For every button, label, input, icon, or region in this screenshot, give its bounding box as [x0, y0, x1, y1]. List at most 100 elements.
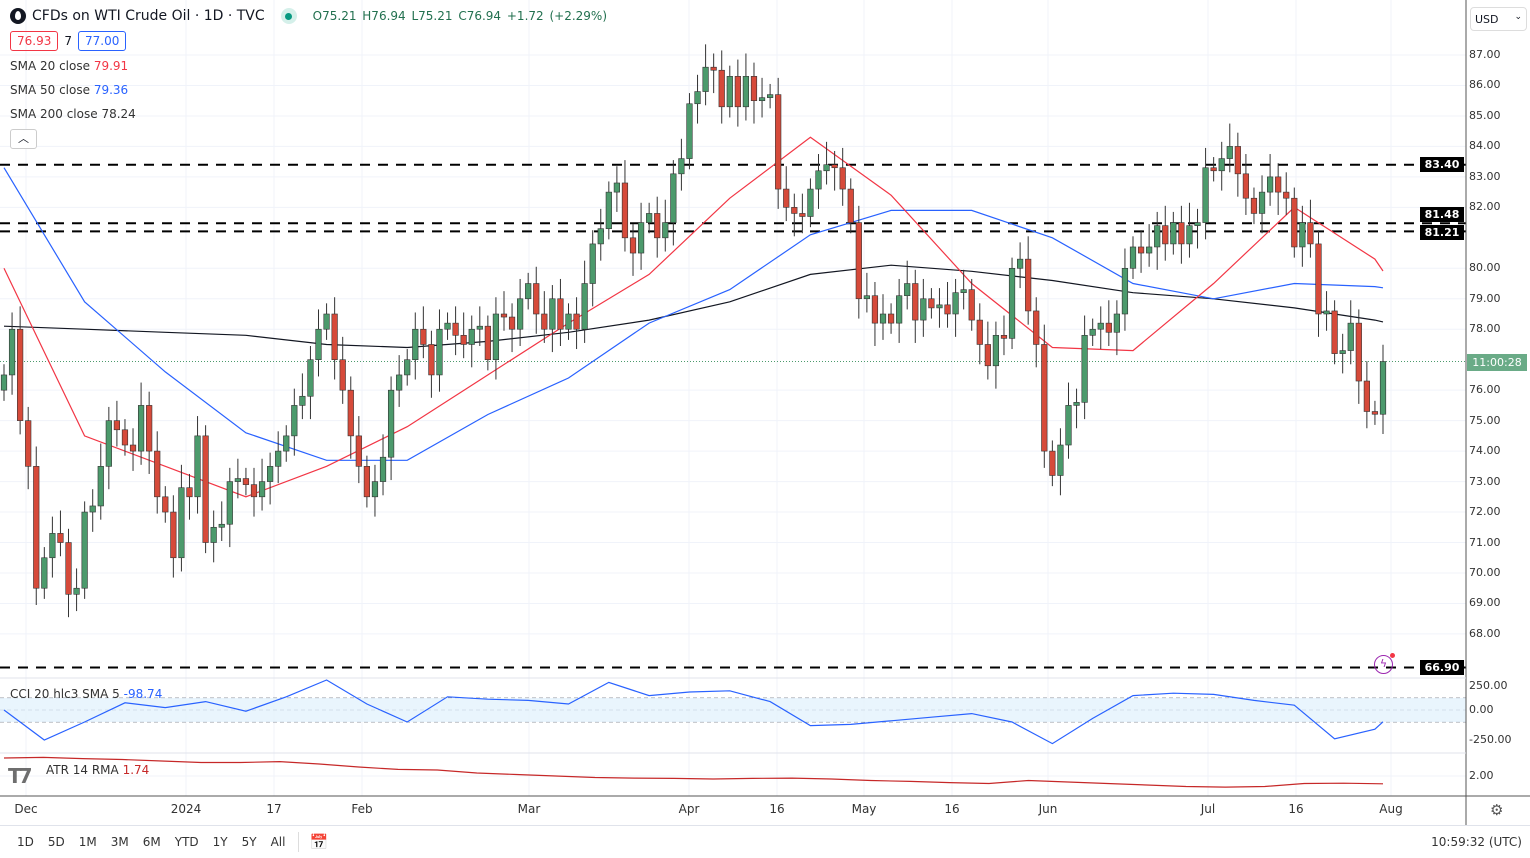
- candle: [565, 303, 572, 340]
- candle-body: [33, 466, 40, 589]
- candle: [887, 303, 895, 334]
- candle: [387, 376, 395, 481]
- tradingview-logo[interactable]: T7: [8, 764, 33, 788]
- candle-body: [452, 322, 459, 336]
- candle-body: [420, 328, 427, 345]
- candle-body: [1242, 173, 1250, 199]
- candle: [823, 141, 830, 185]
- candle-body: [525, 283, 532, 300]
- candle-body: [81, 511, 88, 589]
- candle: [1210, 157, 1217, 182]
- candle-body: [202, 435, 209, 543]
- candle-body: [694, 91, 701, 105]
- candle-body: [799, 213, 806, 217]
- candle: [113, 400, 121, 447]
- candle: [904, 260, 911, 310]
- symbol-title[interactable]: CFDs on WTI Crude Oil · 1D · TVC: [32, 8, 265, 24]
- candle: [379, 434, 387, 496]
- candle: [670, 160, 677, 246]
- candle-body: [678, 158, 685, 175]
- candle: [444, 312, 451, 340]
- cci-legend[interactable]: CCI 20 hlc3 SMA 5 -98.74: [10, 687, 162, 701]
- range-button-all[interactable]: All: [270, 835, 286, 849]
- collapse-legend-button[interactable]: ︿: [10, 129, 37, 149]
- candle: [129, 428, 137, 471]
- range-button-1d[interactable]: 1D: [17, 835, 34, 849]
- candle: [202, 425, 209, 554]
- candle: [436, 309, 443, 392]
- candle-body: [267, 466, 274, 482]
- range-button-ytd[interactable]: YTD: [174, 835, 199, 849]
- candle-body: [1210, 167, 1217, 172]
- range-button-6m[interactable]: 6M: [142, 835, 161, 849]
- time-axis-label: Feb: [351, 802, 373, 816]
- price-chart[interactable]: [0, 0, 1530, 825]
- range-button-3m[interactable]: 3M: [110, 835, 129, 849]
- candle: [339, 336, 346, 404]
- indicator-label: SMA 50 close: [10, 83, 90, 97]
- bottom-toolbar: 1D 5D 1M 3M 6M YTD 1Y 5Y All 📅 10:59:32 (UTC): [0, 825, 1530, 858]
- candle: [49, 516, 56, 578]
- candle: [637, 202, 645, 270]
- candle: [97, 443, 104, 520]
- candle: [662, 199, 669, 252]
- atr-legend[interactable]: ATR 14 RMA 1.74: [46, 763, 149, 777]
- alert-flash-icon[interactable]: ϟ: [1374, 653, 1395, 674]
- indicator-sma200[interactable]: SMA 200 close 78.24: [10, 107, 607, 123]
- currency-select[interactable]: USD ⌄: [1470, 7, 1527, 31]
- candle: [267, 452, 274, 505]
- candle-body: [573, 313, 580, 330]
- buy-button[interactable]: 77.00: [78, 31, 127, 51]
- divider: [298, 832, 300, 852]
- candle-body: [1025, 258, 1032, 312]
- candle: [331, 297, 338, 380]
- candle-body: [8, 328, 16, 376]
- candle: [33, 446, 40, 605]
- cci-axis-label: -250.00: [1469, 733, 1512, 746]
- candle-body: [17, 328, 24, 421]
- clock[interactable]: 10:59:32 (UTC): [1431, 835, 1522, 849]
- candle: [307, 345, 314, 420]
- candle: [533, 266, 540, 334]
- candle: [275, 431, 282, 484]
- candle: [8, 312, 16, 395]
- candle: [484, 315, 491, 371]
- candle-body: [444, 322, 451, 330]
- range-button-1y[interactable]: 1Y: [212, 835, 228, 849]
- candle: [1073, 388, 1080, 429]
- candle-body: [1121, 267, 1129, 315]
- candle-body: [412, 328, 419, 361]
- candle: [879, 294, 887, 340]
- range-button-5d[interactable]: 5D: [47, 835, 65, 849]
- candle-body: [468, 328, 475, 345]
- candle-body: [291, 405, 298, 437]
- candle-body: [250, 484, 258, 498]
- range-button-5y[interactable]: 5Y: [241, 835, 257, 849]
- candle-body: [242, 478, 250, 485]
- candle-body: [1363, 380, 1370, 412]
- candle-body: [1073, 402, 1080, 406]
- settings-gear-icon[interactable]: ⚙: [1490, 801, 1504, 819]
- price-axis-label: 72.00: [1469, 505, 1501, 519]
- go-to-date-calendar-icon[interactable]: 📅: [309, 833, 329, 851]
- price-axis-label: 74.00: [1469, 444, 1501, 458]
- candle-body: [734, 76, 741, 108]
- candle: [1258, 175, 1266, 234]
- candle-body: [750, 76, 758, 102]
- candle-body: [968, 289, 975, 321]
- candle-body: [605, 191, 612, 229]
- sell-button[interactable]: 76.93: [10, 31, 59, 51]
- candle: [678, 138, 685, 191]
- candle: [525, 272, 532, 310]
- price-axis-label: 70.00: [1469, 565, 1501, 579]
- indicator-value: 78.24: [101, 107, 136, 121]
- candle-body: [1154, 225, 1161, 248]
- indicator-sma50[interactable]: SMA 50 close 79.36: [10, 83, 607, 99]
- candle-body: [1355, 322, 1362, 382]
- candle: [1283, 172, 1290, 215]
- candle-body: [871, 295, 879, 324]
- indicator-sma20[interactable]: SMA 20 close 79.91: [10, 59, 607, 75]
- candle-body: [662, 222, 669, 239]
- range-button-1m[interactable]: 1M: [78, 835, 97, 849]
- time-axis-label: Mar: [517, 802, 541, 816]
